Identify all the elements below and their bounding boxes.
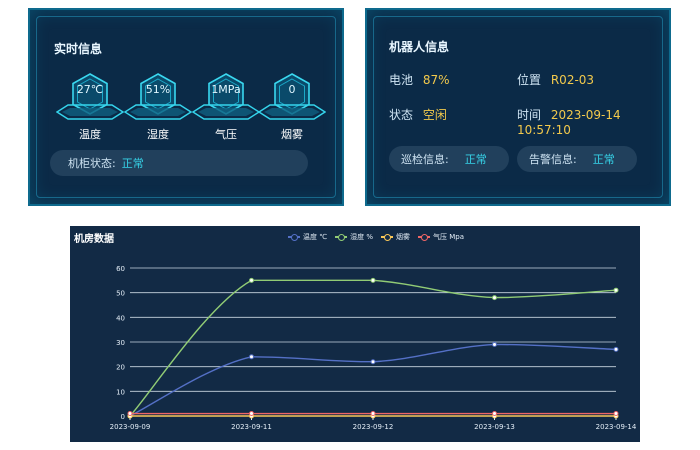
- cabinet-status-value: 正常: [121, 157, 144, 170]
- alarm-value: 正常: [592, 153, 615, 166]
- gauge-smoke: 0 烟雾: [258, 70, 326, 141]
- gauge-label: 气压: [215, 128, 237, 141]
- gauge-base-icon: [258, 104, 326, 120]
- gauge-label: 温度: [79, 128, 101, 141]
- gauge-base-icon: [124, 104, 192, 120]
- legend-line-icon: [417, 234, 430, 241]
- y-tick-label: 0: [121, 413, 125, 421]
- legend-item-pressure[interactable]: 气压 Mpa: [417, 232, 464, 242]
- gauge-label: 湿度: [147, 128, 169, 141]
- robot-title: 机器人信息: [389, 40, 450, 54]
- battery-value: 87%: [422, 73, 450, 87]
- x-tick-label: 2023-09-11: [231, 423, 272, 431]
- data-point[interactable]: [249, 411, 254, 417]
- robot-panel: 机器人信息 电池 87% 位置 R02-03 状态 空闲 时间 2023-09-…: [365, 8, 671, 206]
- data-point[interactable]: [249, 354, 254, 360]
- cabinet-status: 机柜状态: 正常: [50, 150, 308, 176]
- patrol-value: 正常: [464, 153, 487, 166]
- data-point[interactable]: [370, 277, 376, 283]
- legend-label: 气压 Mpa: [432, 233, 464, 241]
- time-label: 时间: [517, 108, 542, 122]
- time-row: 时间 2023-09-14 10:57:10: [517, 106, 669, 137]
- position-value: R02-03: [550, 73, 595, 87]
- series-line: [129, 343, 617, 417]
- data-point[interactable]: [492, 295, 497, 301]
- x-tick-label: 2023-09-12: [353, 423, 394, 431]
- y-tick-label: 60: [116, 265, 125, 273]
- battery-label: 电池: [389, 73, 414, 87]
- x-tick-label: 2023-09-13: [474, 423, 515, 431]
- x-tick-label: 2023-09-14: [596, 423, 637, 431]
- data-point[interactable]: [370, 411, 376, 417]
- legend-label: 湿度 %: [350, 233, 373, 241]
- legend-item-temperature[interactable]: 温度 ℃: [288, 232, 327, 242]
- realtime-panel: 实时信息 27℃ 温度 51% 湿度: [28, 8, 344, 206]
- y-tick-label: 30: [116, 339, 125, 347]
- cabinet-status-label: 机柜状态:: [68, 157, 116, 170]
- legend-label: 温度 ℃: [303, 233, 328, 241]
- state-label: 状态: [389, 108, 414, 122]
- gauge-base-icon: [56, 104, 124, 120]
- gauge-value: 0: [288, 83, 296, 96]
- state-value: 空闲: [422, 108, 447, 122]
- data-point[interactable]: [613, 411, 619, 417]
- legend-item-smoke[interactable]: 烟雾: [380, 232, 410, 242]
- data-point[interactable]: [613, 287, 619, 293]
- gauge-base-icon: [192, 104, 260, 120]
- data-point[interactable]: [127, 411, 133, 417]
- y-tick-label: 20: [116, 364, 125, 372]
- gauge-humidity: 51% 湿度: [124, 70, 192, 141]
- gauge-pressure: 1MPa 气压: [192, 70, 260, 141]
- series-line: [129, 279, 617, 417]
- alarm-label: 告警信息:: [529, 153, 577, 166]
- battery-row: 电池 87%: [389, 71, 450, 88]
- line-chart: 机房数据 0 10 20 30 40 50 60 2023-09-09 2023-09-11 20…: [74, 232, 637, 431]
- legend-line-icon: [335, 234, 348, 241]
- alarm-status: 告警信息: 正常: [517, 146, 637, 172]
- patrol-label: 巡检信息:: [401, 153, 449, 166]
- position-row: 位置 R02-03: [517, 71, 594, 88]
- state-row: 状态 空闲: [389, 106, 447, 123]
- legend-line-icon: [288, 234, 300, 241]
- chart-legend: 温度 ℃ 湿度 % 烟雾 气压 Mpa: [288, 232, 464, 242]
- gauge-value: 51%: [145, 83, 171, 96]
- gauge-value: 27℃: [76, 83, 104, 96]
- time-value: 2023-09-14 10:57:10: [517, 108, 621, 137]
- legend-line-icon: [380, 234, 393, 241]
- data-point[interactable]: [249, 277, 254, 283]
- data-point[interactable]: [613, 346, 619, 352]
- gauge-temperature: 27℃ 温度: [56, 70, 124, 141]
- legend-label: 烟雾: [395, 233, 410, 241]
- x-tick-label: 2023-09-09: [110, 423, 151, 431]
- data-point[interactable]: [370, 359, 376, 365]
- y-tick-label: 10: [116, 388, 125, 396]
- machine-room-chart: 机房数据 0 10 20 30 40 50 60 2023-09-09 2023-09-11 20…: [70, 226, 640, 442]
- y-tick-label: 40: [116, 314, 125, 322]
- data-point[interactable]: [492, 411, 497, 417]
- y-tick-label: 50: [116, 290, 125, 298]
- chart-title: 机房数据: [74, 232, 114, 245]
- patrol-status: 巡检信息: 正常: [389, 146, 509, 172]
- gauge-label: 烟雾: [281, 128, 303, 141]
- gauge-value: 1MPa: [211, 83, 241, 96]
- realtime-title: 实时信息: [54, 42, 103, 56]
- position-label: 位置: [517, 73, 542, 87]
- data-point[interactable]: [492, 341, 497, 347]
- legend-item-humidity[interactable]: 湿度 %: [335, 232, 373, 242]
